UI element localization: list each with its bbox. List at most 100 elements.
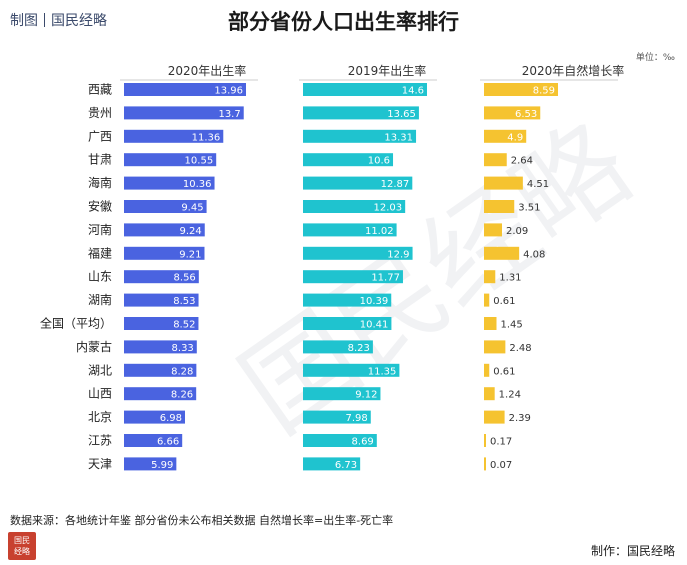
bar-2-16 [484, 457, 486, 471]
data-label-0-2: 11.36 [192, 132, 221, 143]
bar-1-11 [303, 340, 373, 354]
bar-2-2 [484, 129, 527, 143]
data-label-0-11: 8.33 [172, 343, 194, 354]
bar-1-5 [303, 200, 406, 213]
bar-0-14 [124, 410, 185, 424]
bar-2-6 [484, 223, 503, 237]
data-label-2-12: 0.61 [493, 366, 515, 377]
data-label-0-10: 8.52 [173, 320, 195, 331]
category-label-2: 广西 [88, 129, 112, 143]
bar-2-10 [484, 317, 497, 330]
data-label-2-2: 4.9 [507, 132, 523, 143]
data-label-2-10: 1.45 [500, 320, 522, 331]
data-label-0-9: 8.53 [173, 296, 195, 307]
data-label-1-4: 12.87 [381, 179, 410, 190]
bar-0-1 [124, 106, 244, 120]
data-label-2-5: 3.51 [518, 203, 540, 214]
data-label-0-15: 6.66 [157, 437, 179, 448]
bar-1-2 [303, 129, 417, 143]
bar-1-8 [303, 270, 403, 284]
bar-2-14 [484, 410, 505, 424]
brand-divider [44, 13, 45, 27]
data-label-2-9: 0.61 [493, 296, 515, 307]
bar-2-15 [484, 434, 486, 447]
bar-1-10 [303, 317, 392, 330]
bar-2-1 [484, 106, 541, 120]
series-header-0: 2020年出生率 [168, 63, 247, 78]
data-label-0-4: 10.36 [183, 179, 212, 190]
data-label-2-11: 2.48 [509, 343, 531, 354]
category-label-14: 北京 [88, 410, 112, 424]
data-label-1-14: 7.98 [346, 413, 368, 424]
data-label-2-4: 4.51 [527, 179, 549, 190]
bar-0-4 [124, 176, 215, 190]
brand-left-text: 制图 [10, 13, 38, 29]
seal-logo: 国民 经略 [8, 532, 36, 560]
bar-0-10 [124, 317, 199, 330]
bar-1-0 [303, 83, 427, 96]
category-label-13: 山西 [88, 387, 112, 401]
bar-0-2 [124, 129, 224, 143]
data-label-1-9: 10.39 [360, 296, 389, 307]
bar-0-11 [124, 340, 197, 354]
bar-0-3 [124, 153, 217, 167]
data-label-0-0: 13.96 [214, 86, 243, 97]
data-label-1-15: 8.69 [352, 437, 374, 448]
category-label-16: 天津 [88, 457, 112, 471]
unit-label: 单位：‰ [635, 53, 675, 63]
bar-2-12 [484, 363, 490, 377]
category-label-15: 江苏 [88, 434, 112, 448]
bar-0-6 [124, 223, 205, 237]
bar-1-15 [303, 434, 377, 447]
brand-header: 制图 国民经略 [10, 10, 107, 30]
data-label-0-1: 13.7 [218, 109, 240, 120]
data-label-0-5: 9.45 [181, 203, 203, 214]
data-label-1-1: 13.65 [387, 109, 416, 120]
data-label-2-8: 1.31 [499, 273, 521, 284]
data-label-1-13: 9.12 [355, 390, 377, 401]
bar-2-3 [484, 153, 507, 167]
category-label-4: 海南 [88, 175, 112, 190]
series-header-1: 2019年出生率 [348, 63, 427, 78]
category-label-3: 甘肃 [88, 153, 112, 167]
data-label-0-7: 9.21 [179, 249, 201, 260]
data-label-1-16: 6.73 [335, 460, 357, 471]
data-label-1-10: 10.41 [360, 320, 389, 331]
bar-0-9 [124, 293, 199, 307]
data-label-0-12: 8.28 [171, 366, 193, 377]
bar-0-0 [124, 83, 246, 96]
category-label-7: 福建 [88, 245, 112, 260]
bar-2-4 [484, 176, 523, 190]
bar-0-16 [124, 457, 177, 471]
series-header-2: 2020年自然增长率 [522, 63, 625, 78]
category-label-5: 安徽 [88, 199, 112, 214]
bar-0-15 [124, 434, 183, 447]
data-label-2-0: 8.59 [533, 86, 555, 97]
bar-1-6 [303, 223, 397, 237]
category-label-9: 湖南 [88, 292, 112, 307]
data-label-1-6: 11.02 [365, 226, 394, 237]
data-label-2-6: 2.09 [506, 226, 528, 237]
bar-1-12 [303, 363, 400, 377]
data-label-1-5: 12.03 [374, 203, 403, 214]
bar-2-13 [484, 387, 495, 401]
data-label-1-3: 10.6 [368, 156, 390, 167]
bar-2-11 [484, 340, 506, 354]
bar-2-9 [484, 293, 490, 307]
data-label-1-0: 14.6 [402, 86, 424, 97]
brand-right-text: 国民经略 [51, 13, 107, 29]
bar-0-5 [124, 200, 207, 213]
bar-1-4 [303, 176, 413, 190]
data-label-1-2: 13.31 [384, 132, 413, 143]
category-label-6: 河南 [88, 222, 112, 237]
bar-chart: 2020年出生率 13.96 13.7 11.36 10.55 10.36 9.45 9.24… [40, 63, 625, 471]
data-label-0-6: 9.24 [179, 226, 201, 237]
data-label-0-13: 8.26 [171, 390, 193, 401]
category-label-11: 内蒙古 [76, 339, 112, 354]
bar-1-13 [303, 387, 381, 401]
data-label-2-1: 6.53 [515, 109, 537, 120]
bar-2-7 [484, 246, 520, 260]
data-label-2-15: 0.17 [490, 437, 512, 448]
data-label-0-8: 8.56 [174, 273, 196, 284]
bar-0-13 [124, 387, 197, 401]
